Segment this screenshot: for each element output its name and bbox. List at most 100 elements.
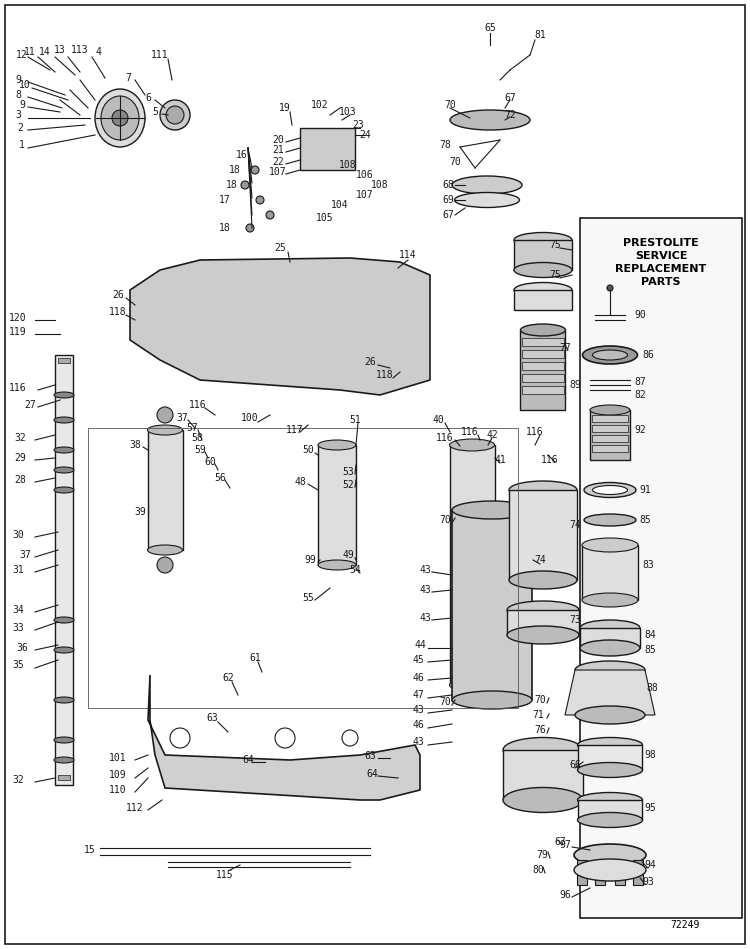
Text: 116: 116	[436, 433, 454, 443]
Text: 5: 5	[152, 107, 158, 117]
Text: 88: 88	[646, 683, 658, 693]
Text: 79: 79	[536, 850, 548, 860]
Bar	[578, 745, 642, 770]
Circle shape	[607, 285, 613, 291]
Circle shape	[170, 728, 190, 748]
Circle shape	[241, 181, 249, 189]
Text: 105: 105	[316, 213, 334, 223]
Ellipse shape	[583, 346, 638, 364]
Ellipse shape	[54, 617, 74, 623]
Circle shape	[157, 557, 173, 573]
Bar	[452, 510, 532, 700]
Text: 19: 19	[279, 103, 291, 113]
Text: 23: 23	[352, 120, 364, 130]
Text: 12: 12	[16, 50, 28, 60]
Text: 75: 75	[549, 240, 561, 250]
Text: 41: 41	[494, 455, 506, 465]
Circle shape	[157, 407, 173, 423]
Bar	[520, 330, 565, 410]
Ellipse shape	[580, 620, 640, 636]
Ellipse shape	[578, 812, 643, 828]
Text: 118: 118	[376, 370, 394, 380]
Text: 63: 63	[206, 713, 218, 723]
Text: 42: 42	[486, 430, 498, 440]
Ellipse shape	[503, 788, 583, 812]
Text: 48: 48	[294, 477, 306, 487]
Text: 107: 107	[269, 167, 286, 177]
Text: 53: 53	[342, 467, 354, 477]
Circle shape	[342, 730, 358, 746]
Text: 111: 111	[152, 50, 169, 60]
Ellipse shape	[54, 757, 74, 763]
Text: 30: 30	[12, 530, 24, 540]
Ellipse shape	[584, 482, 636, 497]
Text: 118: 118	[110, 307, 127, 317]
Text: 70: 70	[440, 515, 451, 525]
Text: 87: 87	[634, 377, 646, 387]
Text: 116: 116	[542, 455, 559, 465]
Text: 8: 8	[15, 90, 21, 100]
Text: 36: 36	[16, 643, 28, 653]
Bar	[633, 860, 643, 885]
Ellipse shape	[95, 89, 145, 147]
Circle shape	[266, 211, 274, 219]
Text: 17: 17	[219, 195, 231, 205]
Text: 108: 108	[371, 180, 388, 190]
Text: 65: 65	[484, 23, 496, 33]
Text: 52: 52	[342, 480, 354, 490]
Ellipse shape	[148, 545, 182, 555]
Text: 44: 44	[414, 640, 426, 650]
Ellipse shape	[580, 640, 640, 656]
Bar	[577, 860, 587, 885]
Text: 43: 43	[419, 613, 430, 623]
Text: 67: 67	[504, 93, 516, 103]
Text: 3: 3	[15, 110, 21, 120]
Ellipse shape	[148, 425, 182, 435]
Ellipse shape	[578, 792, 643, 808]
Ellipse shape	[514, 283, 572, 297]
Ellipse shape	[160, 100, 190, 130]
Bar	[522, 338, 564, 346]
Ellipse shape	[578, 762, 643, 777]
Ellipse shape	[514, 263, 572, 277]
Text: 73: 73	[569, 615, 580, 625]
Ellipse shape	[452, 691, 532, 709]
Text: 107: 107	[356, 190, 374, 200]
Ellipse shape	[503, 737, 583, 762]
Circle shape	[256, 196, 264, 204]
Text: 101: 101	[110, 753, 127, 763]
Ellipse shape	[449, 439, 494, 451]
Text: 43: 43	[413, 737, 424, 747]
Text: 6: 6	[145, 93, 151, 103]
Text: 112: 112	[126, 803, 144, 813]
Bar	[615, 860, 625, 885]
Circle shape	[112, 110, 128, 126]
Text: 109: 109	[110, 770, 127, 780]
Ellipse shape	[582, 538, 638, 552]
Text: 72249: 72249	[670, 920, 700, 930]
Bar	[300, 128, 355, 170]
Text: 104: 104	[332, 200, 349, 210]
Text: 67: 67	[554, 837, 566, 847]
Text: 97: 97	[559, 840, 571, 850]
Text: 86: 86	[642, 350, 654, 360]
Ellipse shape	[509, 571, 577, 589]
Ellipse shape	[520, 324, 566, 336]
Text: 62: 62	[222, 673, 234, 683]
Text: 57: 57	[186, 423, 198, 433]
Text: 4: 4	[95, 47, 101, 57]
Text: 39: 39	[134, 507, 146, 517]
Ellipse shape	[101, 96, 139, 140]
Text: 115: 115	[216, 870, 234, 880]
Text: 10: 10	[20, 80, 31, 90]
Polygon shape	[130, 258, 430, 395]
Text: 37: 37	[176, 413, 188, 423]
Text: 37: 37	[20, 550, 31, 560]
Text: REPLACEMENT: REPLACEMENT	[615, 264, 706, 274]
Circle shape	[275, 728, 295, 748]
Text: 54: 54	[349, 565, 361, 575]
Text: 58: 58	[191, 433, 202, 443]
Text: 21: 21	[272, 145, 284, 155]
Ellipse shape	[507, 626, 579, 644]
Text: 66: 66	[569, 760, 580, 770]
